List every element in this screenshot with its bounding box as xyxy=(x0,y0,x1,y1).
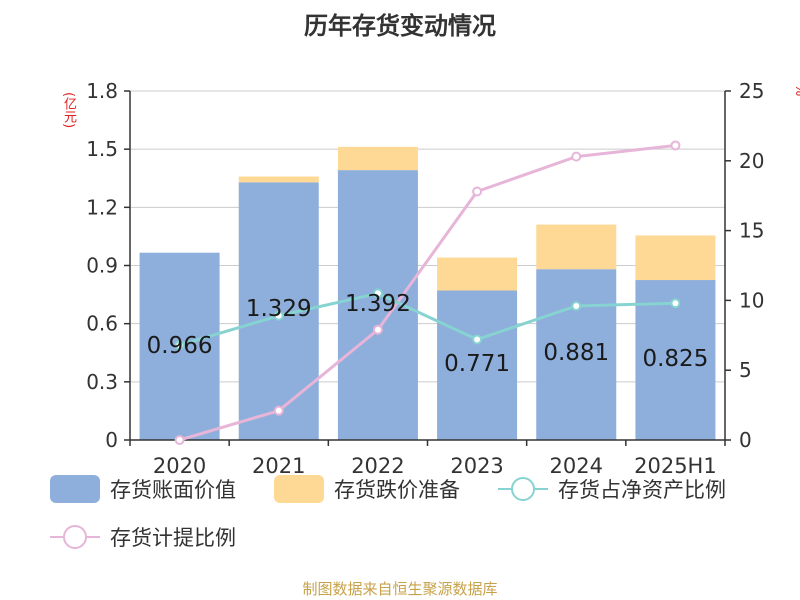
bar-book-value xyxy=(536,269,617,440)
legend-swatch-ratio-net-assets xyxy=(498,475,548,503)
legend-label-ratio-net-assets: 存货占净资产比例 xyxy=(558,478,726,502)
legend-swatch-provision-ratio xyxy=(50,523,100,551)
bar-book-value xyxy=(437,290,518,440)
y-tick-label-right: 10 xyxy=(739,288,764,312)
point-provision-ratio xyxy=(472,186,483,197)
point-provision-ratio xyxy=(372,324,383,335)
legend-item-book-value[interactable]: 存货账面价值 xyxy=(50,474,236,504)
y-tick-label-left: 0 xyxy=(105,428,118,452)
point-provision-ratio xyxy=(174,435,185,445)
y-tick-label-right: 0 xyxy=(739,428,752,452)
data-label-book-value: 1.392 xyxy=(345,291,411,317)
point-ratio-net-assets xyxy=(472,334,483,345)
legend-label-book-value: 存货账面价值 xyxy=(110,478,236,502)
bar-impairment xyxy=(536,224,617,270)
source-note: 制图数据来自恒生聚源数据库 xyxy=(302,580,498,598)
y-tick-label-right: 5 xyxy=(739,358,752,382)
point-provision-ratio xyxy=(571,151,582,162)
data-label-book-value: 0.825 xyxy=(642,346,708,372)
x-tick-label: 2023 xyxy=(450,454,503,478)
y-tick-label-left: 0.9 xyxy=(86,254,118,278)
x-tick-label: 2024 xyxy=(550,454,603,478)
line-ratio-net-assets xyxy=(179,291,676,347)
legend-swatch-book-value xyxy=(50,475,100,503)
y-tick-label-left: 1.2 xyxy=(86,195,118,219)
right-axis-unit: % xyxy=(792,84,800,97)
left-axis-unit: (亿元) xyxy=(61,92,76,129)
data-label-book-value: 0.771 xyxy=(444,351,510,377)
line-provision-ratio xyxy=(179,143,676,442)
x-tick-label: 2020 xyxy=(153,454,206,478)
bar-impairment xyxy=(635,235,716,281)
legend-item-ratio-net-assets[interactable]: 存货占净资产比例 xyxy=(498,474,726,504)
point-provision-ratio xyxy=(273,405,284,416)
y-tick-label-right: 15 xyxy=(739,219,764,243)
y-tick-label-right: 20 xyxy=(739,149,764,173)
point-ratio-net-assets xyxy=(372,288,383,299)
point-ratio-net-assets xyxy=(670,298,681,309)
data-label-book-value: 1.329 xyxy=(246,296,312,322)
data-label-book-value: 0.966 xyxy=(147,333,213,359)
legend-item-provision-ratio[interactable]: 存货计提比例 xyxy=(50,522,236,552)
point-provision-ratio xyxy=(670,140,681,151)
legend-label-impairment: 存货跌价准备 xyxy=(334,478,460,502)
bar-impairment xyxy=(437,257,518,291)
y-tick-label-left: 0.6 xyxy=(86,312,118,336)
legend-label-provision-ratio: 存货计提比例 xyxy=(110,526,236,550)
point-ratio-net-assets xyxy=(571,300,582,311)
point-ratio-net-assets xyxy=(273,310,284,321)
bar-impairment xyxy=(337,146,418,171)
legend-item-impairment[interactable]: 存货跌价准备 xyxy=(274,474,460,504)
bar-impairment xyxy=(238,176,319,183)
x-tick-label: 2021 xyxy=(252,454,305,478)
chart-title: 历年存货变动情况 xyxy=(304,12,496,40)
data-label-book-value: 0.881 xyxy=(543,340,609,366)
y-tick-label-left: 1.5 xyxy=(86,137,118,161)
y-tick-label-left: 1.8 xyxy=(86,79,118,103)
point-ratio-net-assets xyxy=(174,340,185,351)
y-tick-label-left: 0.3 xyxy=(86,370,118,394)
y-tick-label-right: 25 xyxy=(739,79,764,103)
x-tick-label: 2025H1 xyxy=(634,454,717,478)
legend-swatch-impairment xyxy=(274,475,324,503)
x-tick-label: 2022 xyxy=(351,454,404,478)
